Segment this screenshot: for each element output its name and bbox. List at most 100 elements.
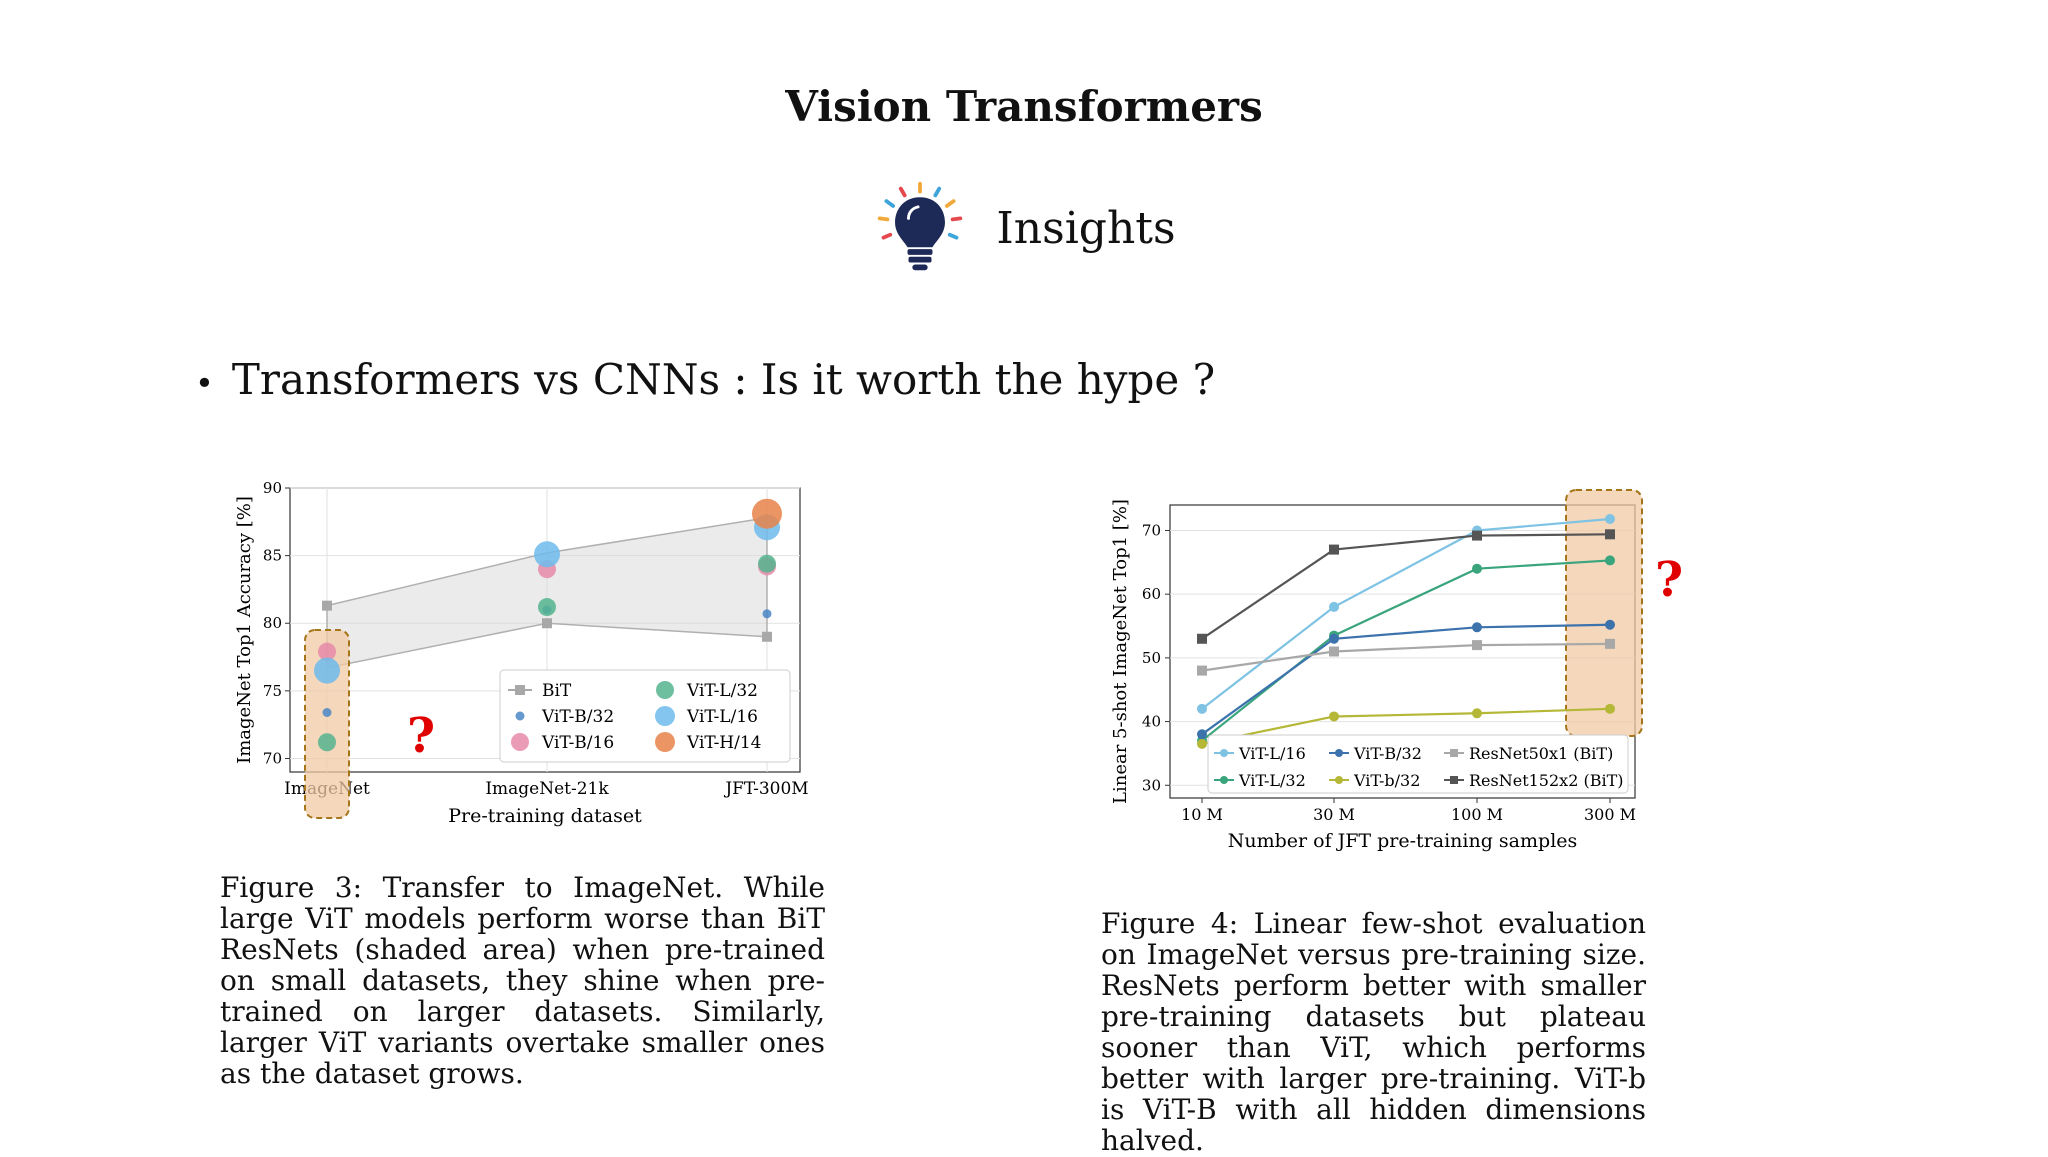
lightbulb-icon [878, 181, 963, 271]
y-tick-label: 40 [1142, 713, 1161, 731]
legend-label: ViT-H/14 [686, 733, 762, 753]
point-bit [542, 618, 552, 629]
legend-marker [1220, 776, 1228, 784]
legend-label: BiT [542, 681, 572, 701]
x-tick-label: 300 M [1584, 805, 1636, 824]
point-vit-b-32 [1605, 619, 1615, 630]
point-vit-l-16 [1605, 514, 1615, 525]
y-tick-label: 80 [263, 614, 282, 632]
legend-marker [1335, 776, 1343, 784]
legend-label: ViT-B/32 [1353, 744, 1422, 763]
transfer-to-imagenet-chart: 7075808590ImageNetImageNet-21kJFT-300MPr… [234, 479, 809, 827]
point-vit-l-32 [318, 733, 336, 752]
legend-label: ResNet152x2 (BiT) [1469, 771, 1623, 790]
legend-label: ViT-L/32 [1238, 771, 1306, 790]
figure-3-caption: Figure 3: Transfer to ImageNet. While la… [220, 871, 825, 1090]
point-vit-b-32 [762, 609, 772, 619]
point-vit-l-16 [314, 657, 340, 684]
point-vit-l-16 [1197, 703, 1207, 714]
legend-marker [1335, 749, 1343, 757]
point-vit-b-16 [318, 642, 336, 661]
y-tick-label: 70 [1142, 521, 1161, 539]
x-tick-label: 100 M [1451, 805, 1503, 824]
point-vit-b-32 [1197, 729, 1207, 740]
point-resnet152x2-bit [1197, 633, 1207, 644]
question-mark: ? [407, 708, 435, 764]
point-resnet152x2-bit [1605, 529, 1615, 540]
legend-marker [515, 685, 525, 695]
legend-box [1207, 734, 1629, 794]
point-bit [762, 631, 772, 642]
point-vit-l-32 [1472, 563, 1482, 574]
legend-marker [655, 706, 675, 726]
legend-box [499, 669, 791, 763]
x-axis-label: Pre-training dataset [448, 805, 642, 827]
y-tick-label: 70 [263, 749, 282, 767]
y-tick-label: 60 [1142, 585, 1161, 603]
x-tick-label: ImageNet-21k [485, 779, 609, 799]
legend-label: ViT-B/32 [541, 707, 614, 727]
legend-label: ViT-L/16 [1238, 744, 1306, 763]
insights-heading: Insights [0, 180, 2048, 276]
point-resnet152x2-bit [1472, 530, 1482, 541]
line-vit-b-32 [1201, 623, 1611, 736]
legend-label: ResNet50x1 (BiT) [1469, 744, 1613, 763]
bullet-point: • Transformers vs CNNs : Is it worth the… [195, 355, 1215, 404]
point-vit-l-32 [538, 598, 556, 617]
y-tick-label: 75 [263, 682, 282, 700]
chart2-legend: ViT-L/16 ViT-B/32 ResNet50x1 (BiT) ViT-L/32… [1207, 734, 1629, 794]
point-vit-b-32 [1329, 633, 1339, 644]
bullet-text: Transformers vs CNNs : Is it worth the h… [231, 355, 1216, 404]
y-tick-label: 85 [263, 547, 282, 565]
legend-label: ViT-L/16 [686, 707, 758, 727]
insights-label: Insights [996, 202, 1176, 254]
legend-marker [655, 732, 675, 752]
point-vit-b-32 [1472, 622, 1482, 633]
line-resnet152x2-bit [1201, 533, 1611, 640]
point-resnet50x1-bit [1329, 646, 1339, 657]
point-vit-b-32 [1197, 738, 1207, 749]
point-resnet50x1-bit [1472, 640, 1482, 651]
legend-marker [1220, 749, 1228, 757]
legend-label: ViT-B/16 [541, 733, 614, 753]
point-vit-l-16 [1329, 601, 1339, 612]
question-mark: ? [1655, 552, 1683, 608]
x-axis-label: Number of JFT pre-training samples [1228, 830, 1578, 852]
point-vit-h-14 [752, 498, 782, 529]
point-vit-b-32 [1329, 711, 1339, 722]
point-vit-b-32 [322, 707, 332, 717]
point-vit-l-32 [758, 554, 776, 573]
y-axis-label: ImageNet Top1 Accuracy [%] [234, 496, 255, 764]
legend-label: ViT-L/32 [686, 681, 758, 701]
chart1-legend: BiT ViT-B/32 ViT-B/16 ViT-L/32 ViT-L/16 ViT-H… [499, 669, 791, 763]
x-tick-label: JFT-300M [723, 779, 808, 799]
point-bit [322, 600, 332, 611]
bullet-marker: • [195, 364, 214, 402]
point-vit-b-32 [1605, 703, 1615, 714]
line-resnet50x1-bit [1201, 642, 1611, 672]
legend-marker [1450, 776, 1458, 784]
line-vit-l-16 [1201, 517, 1611, 710]
x-tick-label: 30 M [1313, 805, 1355, 824]
legend-marker [515, 711, 525, 721]
point-resnet50x1-bit [1197, 665, 1207, 676]
figure-4-caption: Figure 4: Linear few-shot evaluation on … [1101, 907, 1646, 1157]
x-tick-label: 10 M [1181, 805, 1223, 824]
few-shot-evaluation-chart: 30 40 50 60 70 10 M 30 M 100 M 300 M Number of JF… [1110, 489, 1683, 852]
line-vit-l-32 [1201, 559, 1611, 742]
legend-marker [1450, 749, 1458, 757]
point-vit-b-32 [1472, 708, 1482, 719]
legend-marker [511, 733, 529, 751]
point-vit-l-32 [1605, 555, 1615, 566]
line-vit-b-32 [1201, 707, 1611, 745]
y-tick-label: 30 [1142, 776, 1161, 794]
y-tick-label: 50 [1142, 649, 1161, 667]
slide-title: Vision Transformers [785, 82, 1263, 131]
point-vit-l-16 [534, 541, 560, 568]
y-tick-label: 90 [263, 479, 282, 497]
point-resnet50x1-bit [1605, 638, 1615, 649]
y-axis-label: Linear 5-shot ImageNet Top1 [%] [1110, 499, 1131, 804]
highlight-box [1565, 489, 1643, 737]
point-resnet152x2-bit [1329, 544, 1339, 555]
legend-label: ViT-b/32 [1353, 771, 1420, 790]
